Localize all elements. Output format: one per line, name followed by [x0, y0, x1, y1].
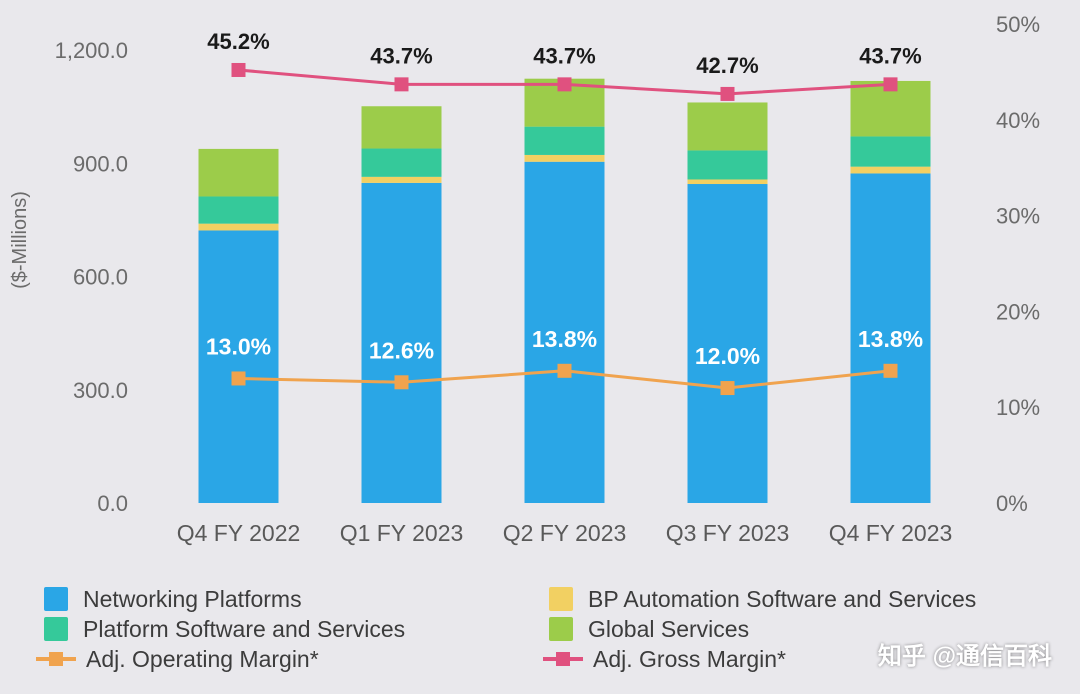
operating-margin-data-label: 13.8% [858, 326, 923, 352]
operating-margin-data-label: 12.0% [695, 343, 760, 369]
y-tick-label: 0.0 [97, 491, 128, 516]
y2-tick-label: 50% [996, 12, 1040, 37]
operating-margin-marker [883, 363, 898, 378]
bar-segment-platform-software-and-services [198, 196, 279, 224]
operating-margin-marker [557, 363, 572, 378]
y-axis-label: ($-Millions) [9, 191, 31, 289]
x-tick-label: Q2 FY 2023 [503, 520, 627, 546]
bar-segment-bp-automation-software-and-services [361, 176, 442, 183]
operating-margin-marker [231, 371, 246, 386]
gross-margin-marker [231, 62, 246, 77]
operating-margin-data-label: 13.8% [532, 326, 597, 352]
bar-segment-networking-platforms [850, 173, 931, 503]
bar-segment-networking-platforms [687, 184, 768, 503]
y-tick-label: 600.0 [73, 265, 128, 290]
bar-segment-platform-software-and-services [850, 136, 931, 167]
bar-segment-networking-platforms [524, 161, 605, 504]
bar-segment-platform-software-and-services [687, 150, 768, 180]
y2-tick-label: 0% [996, 491, 1028, 516]
y2-tick-label: 10% [996, 395, 1040, 420]
operating-margin-marker [394, 375, 409, 390]
gross-margin-data-label: 43.7% [859, 43, 921, 68]
bar-segment-platform-software-and-services [524, 126, 605, 155]
x-tick-label: Q4 FY 2023 [829, 520, 953, 546]
gross-margin-marker [394, 77, 409, 92]
x-tick-label: Q3 FY 2023 [666, 520, 790, 546]
gross-margin-data-label: 43.7% [533, 43, 595, 68]
x-tick-label: Q4 FY 2022 [177, 520, 301, 546]
operating-margin-marker [720, 381, 735, 396]
gross-margin-data-label: 43.7% [370, 43, 432, 68]
gross-margin-marker [883, 77, 898, 92]
operating-margin-data-label: 12.6% [369, 337, 434, 363]
bar-segment-global-services [687, 102, 768, 151]
bar-segment-networking-platforms [361, 182, 442, 503]
y-tick-label: 1,200.0 [55, 38, 128, 63]
y-tick-label: 900.0 [73, 151, 128, 176]
y-tick-label: 300.0 [73, 378, 128, 403]
bar-segment-bp-automation-software-and-services [687, 179, 768, 185]
bar-segment-global-services [198, 148, 279, 197]
bar-segment-networking-platforms [198, 230, 279, 503]
bar-segment-global-services [361, 106, 442, 149]
gross-margin-marker [557, 77, 572, 92]
bar-segment-bp-automation-software-and-services [198, 223, 279, 231]
bar-segment-bp-automation-software-and-services [524, 154, 605, 162]
x-tick-label: Q1 FY 2023 [340, 520, 464, 546]
bar-segment-bp-automation-software-and-services [850, 166, 931, 174]
y2-tick-label: 30% [996, 204, 1040, 229]
gross-margin-data-label: 45.2% [207, 29, 269, 54]
gross-margin-marker [720, 86, 735, 101]
bar-segment-platform-software-and-services [361, 148, 442, 177]
operating-margin-data-label: 13.0% [206, 333, 271, 359]
y2-tick-label: 40% [996, 108, 1040, 133]
y2-tick-label: 20% [996, 299, 1040, 324]
gross-margin-data-label: 42.7% [696, 53, 758, 78]
